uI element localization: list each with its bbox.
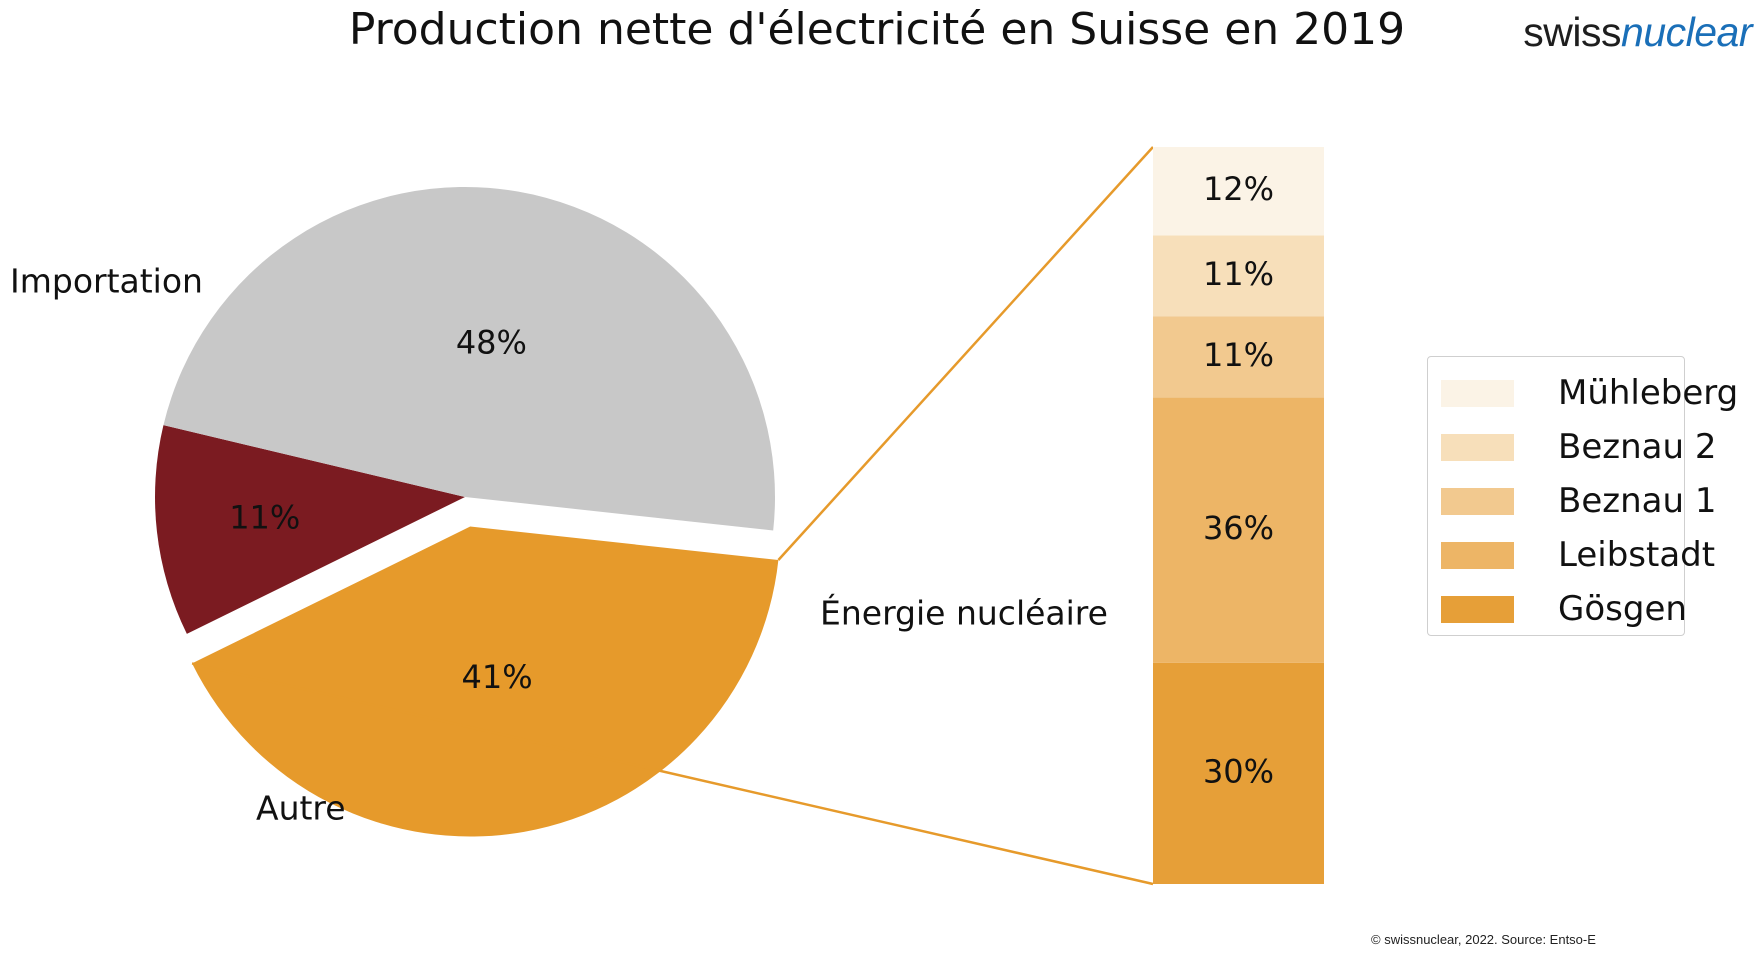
bar-segment-muhleberg <box>1153 147 1324 236</box>
pie-category-label-energie-nucleaire: Énergie nucléaire <box>820 593 1108 633</box>
legend-item-gosgen: Gösgen <box>1441 583 1687 635</box>
legend-swatch <box>1441 488 1514 515</box>
legend-label: Leibstadt <box>1558 535 1716 575</box>
legend-label: Beznau 2 <box>1558 427 1717 467</box>
bar-segment-beznau-1 <box>1153 316 1324 398</box>
legend-item-beznau-2: Beznau 2 <box>1441 421 1716 473</box>
connector-line-bottom <box>191 662 1154 886</box>
legend-swatch <box>1441 542 1514 569</box>
source-footer: © swissnuclear, 2022. Source: Entso-E <box>1371 932 1596 947</box>
bar-value-label-beznau-1: 11% <box>1203 336 1274 374</box>
pie-category-label-autre: Autre <box>256 789 346 828</box>
pie-value-label-importation: 48% <box>456 323 527 361</box>
connector-line-top <box>777 146 1154 561</box>
bar-value-label-beznau-2: 11% <box>1203 255 1274 293</box>
swissnuclear-logo: swissnuclear <box>1523 9 1752 55</box>
legend: Mühleberg Beznau 2 Beznau 1 Leibstadt Gö… <box>1427 356 1738 636</box>
bar-segment-beznau-2 <box>1153 235 1324 317</box>
legend-item-leibstadt: Leibstadt <box>1441 529 1715 581</box>
legend-label: Beznau 1 <box>1558 481 1717 521</box>
pie-category-label-importation: Importation <box>10 262 203 301</box>
legend-item-muhleberg: Mühleberg <box>1441 367 1738 419</box>
chart-title: Production nette d'électricité en Suisse… <box>348 4 1406 55</box>
legend-swatch <box>1441 380 1514 407</box>
legend-swatch <box>1441 596 1514 623</box>
bar-value-label-gosgen: 30% <box>1203 752 1274 790</box>
pie-slice-energie-nucleaire <box>192 526 779 837</box>
legend-swatch <box>1441 434 1514 461</box>
bar-value-label-leibstadt: 36% <box>1203 509 1274 547</box>
legend-label: Mühleberg <box>1558 373 1739 413</box>
bar-value-label-muhleberg: 12% <box>1203 170 1274 208</box>
pie-slice-autre <box>155 425 465 634</box>
pie-value-label-energie-nucleaire: 41% <box>462 658 533 696</box>
bar-segment-gosgen <box>1153 662 1324 884</box>
legend-item-beznau-1: Beznau 1 <box>1441 475 1716 527</box>
pie-chart: 41% 11% 48% Énergie nucléaire Autre Importati… <box>10 186 1108 837</box>
stacked-bar-chart: 30% 36% 11% 11% 12% <box>1153 147 1324 884</box>
explode-connector-lines <box>191 146 1154 886</box>
pie-slice-importation <box>163 186 776 531</box>
legend-label: Gösgen <box>1558 589 1687 629</box>
pie-value-label-autre: 11% <box>229 498 300 536</box>
bar-segment-leibstadt <box>1153 397 1324 663</box>
